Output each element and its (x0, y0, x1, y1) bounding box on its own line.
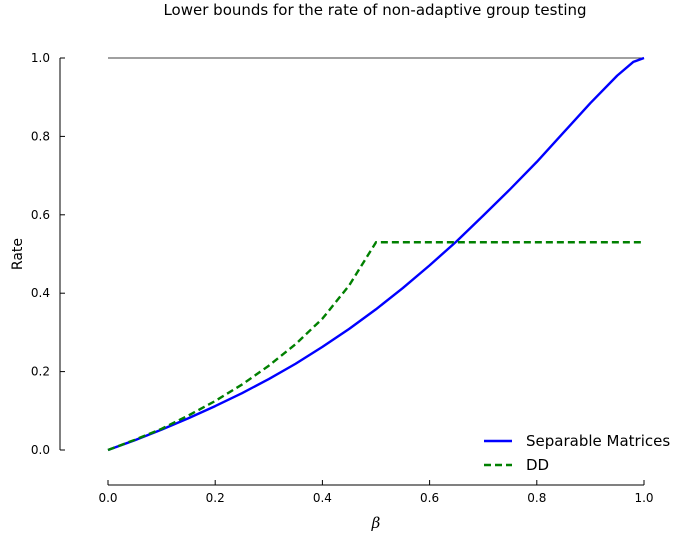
tick-labels: 0.0 0.2 0.4 0.6 0.8 1.0 0.0 0.2 0.4 0.6 0.8 1.0 (31, 51, 654, 505)
series-line-1 (107, 56, 645, 452)
x-tick-label: 0.8 (527, 491, 546, 505)
x-tick-label: 1.0 (634, 491, 653, 505)
x-tick-label: 0.4 (313, 491, 332, 505)
x-axis-label: β (371, 514, 381, 532)
y-axis-label: Rate (10, 238, 26, 270)
legend-label: Separable Matrices (526, 432, 670, 450)
legend: Separable Matrices DD (484, 432, 670, 474)
y-tick-label: 1.0 (31, 51, 50, 65)
series-layer (107, 56, 645, 452)
series-line-2 (107, 241, 644, 452)
legend-label: DD (526, 456, 549, 474)
x-tick-label: 0.0 (98, 491, 117, 505)
y-tick-label: 0.0 (31, 443, 50, 457)
y-tick-label: 0.8 (31, 129, 50, 143)
y-tick-label: 0.4 (31, 286, 50, 300)
chart-title: Lower bounds for the rate of non-adaptiv… (163, 1, 586, 19)
x-tick-label: 0.6 (420, 491, 439, 505)
y-tick-label: 0.6 (31, 208, 50, 222)
x-tick-label: 0.2 (206, 491, 225, 505)
axes (59, 58, 644, 486)
y-tick-label: 0.2 (31, 365, 50, 379)
